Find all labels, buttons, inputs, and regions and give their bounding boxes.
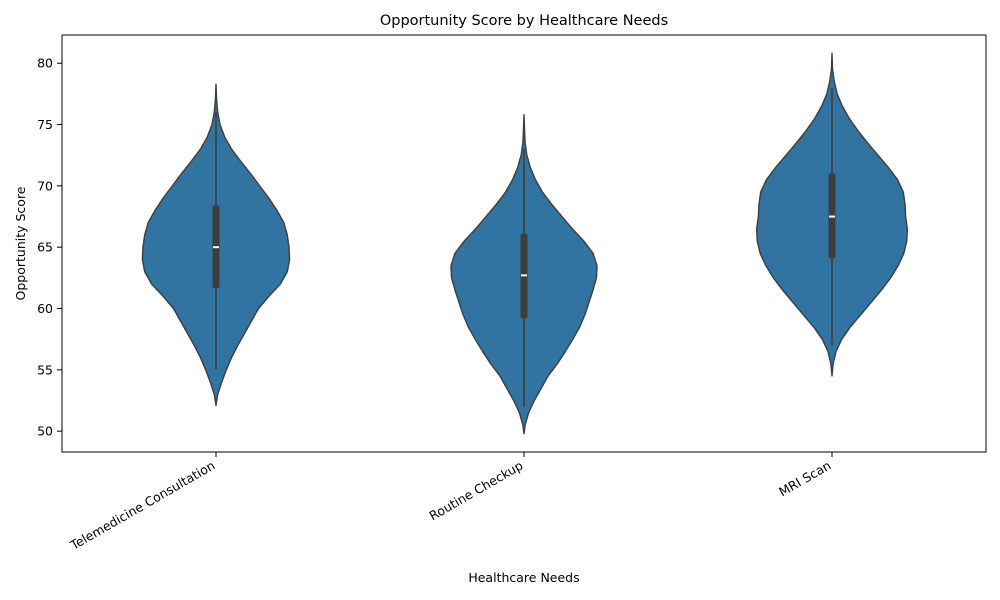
x-axis: Telemedicine Consultation Routine Checkup… (67, 452, 834, 553)
y-tick-label: 60 (37, 301, 53, 316)
violin-median (521, 274, 527, 277)
violin-median (213, 246, 219, 249)
x-tick-label: Routine Checkup (427, 458, 526, 524)
y-axis: 50 55 60 65 70 75 80 (37, 56, 62, 439)
y-tick-label: 50 (37, 424, 53, 439)
y-tick-label: 70 (37, 178, 53, 193)
y-axis-label: Opportunity Score (13, 186, 28, 300)
x-tick-label: Telemedicine Consultation (67, 458, 218, 554)
violins-layer (141, 52, 909, 435)
x-tick-label: MRI Scan (776, 458, 833, 500)
y-tick-label: 65 (37, 240, 53, 255)
violin-median (829, 215, 835, 218)
y-tick-label: 80 (37, 56, 53, 71)
y-tick-label: 55 (37, 362, 53, 377)
x-axis-label: Healthcare Needs (468, 570, 579, 585)
y-tick-label: 75 (37, 117, 53, 132)
chart-title: Opportunity Score by Healthcare Needs (380, 13, 668, 29)
